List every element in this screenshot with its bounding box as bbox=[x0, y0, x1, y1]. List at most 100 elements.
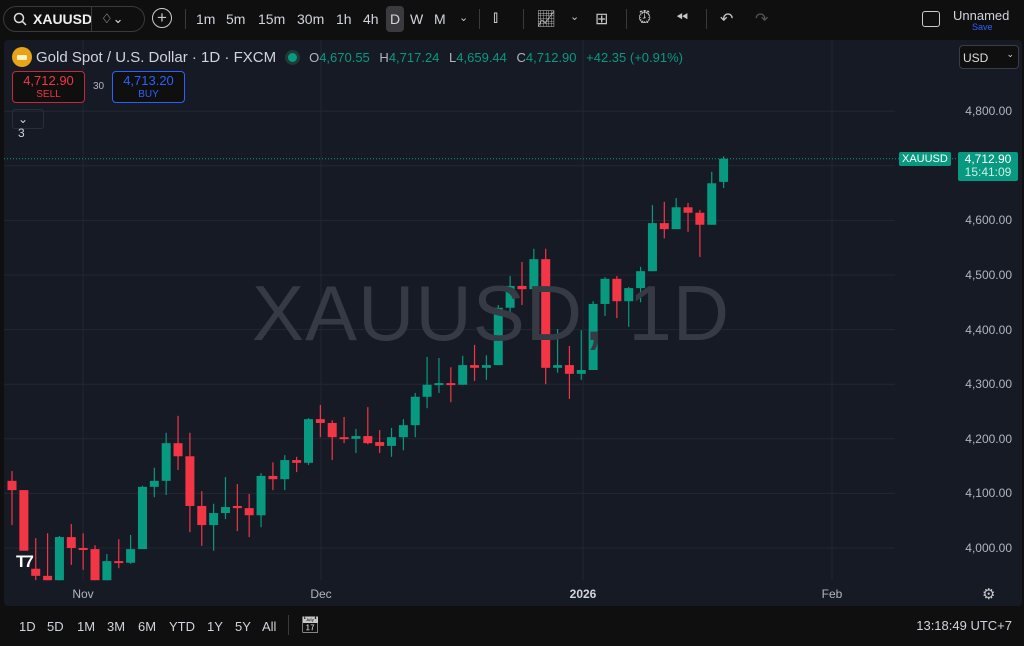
candle-body bbox=[244, 508, 254, 516]
chevron-down-icon[interactable]: ⌄ bbox=[570, 11, 580, 23]
candle-body bbox=[683, 207, 693, 213]
range-1m[interactable]: 1M bbox=[77, 619, 96, 634]
timeframe-1m[interactable]: 1m bbox=[196, 11, 216, 27]
price-axis-label: 4,800.00 bbox=[965, 104, 1012, 119]
candle-body bbox=[220, 507, 230, 514]
last-price-symbol-tag: XAUUSD bbox=[899, 152, 951, 166]
last-price: 4,712.90 bbox=[964, 152, 1012, 166]
candle-body bbox=[256, 475, 266, 516]
divider bbox=[523, 9, 524, 29]
candle-body bbox=[387, 437, 397, 446]
candle-body bbox=[647, 223, 657, 272]
timeframe-w[interactable]: W bbox=[410, 11, 424, 27]
candle-body bbox=[209, 513, 219, 526]
change-value: +42.35 (+0.91%) bbox=[586, 49, 683, 65]
tradingview-logo: T7 bbox=[16, 552, 34, 571]
candles-icon[interactable]: ⫾ bbox=[493, 9, 499, 26]
undo-icon[interactable]: ↶ bbox=[720, 11, 734, 28]
timeframe-m[interactable]: M bbox=[434, 11, 446, 27]
candle-body bbox=[43, 575, 53, 581]
candle-body bbox=[90, 549, 100, 581]
candle-body bbox=[505, 285, 515, 308]
sell-price: 4,712.90 bbox=[23, 73, 74, 88]
candle-body bbox=[292, 460, 302, 463]
candle-body bbox=[434, 383, 444, 386]
candle-body bbox=[446, 383, 456, 386]
price-axis-label: 4,200.00 bbox=[965, 431, 1012, 446]
range-1d[interactable]: 1D bbox=[19, 619, 36, 634]
range-3m[interactable]: 3M bbox=[107, 619, 126, 634]
candle-body bbox=[315, 419, 325, 423]
candle-body bbox=[19, 490, 29, 551]
candle-body bbox=[612, 278, 622, 302]
candle-body bbox=[553, 365, 563, 368]
range-5y[interactable]: 5Y bbox=[235, 619, 251, 634]
clock[interactable]: 13:18:49 UTC+7 bbox=[916, 618, 1012, 633]
add-symbol-icon[interactable]: + bbox=[152, 8, 172, 28]
range-all[interactable]: All bbox=[262, 619, 277, 634]
indicators-toggle[interactable]: ⌄ 3 bbox=[12, 109, 44, 140]
candle-body bbox=[470, 365, 480, 368]
low-value: 4,659.44 bbox=[456, 49, 507, 65]
layout-name[interactable]: Unnamed bbox=[953, 8, 1010, 23]
candle-body bbox=[149, 480, 159, 487]
divider bbox=[626, 9, 627, 29]
divider bbox=[288, 615, 289, 635]
range-1y[interactable]: 1Y bbox=[207, 619, 223, 634]
high-label: H bbox=[379, 49, 389, 65]
candle-body bbox=[375, 442, 385, 446]
price-axis-label: 4,000.00 bbox=[965, 541, 1012, 555]
time-label-dec: Dec bbox=[310, 587, 332, 601]
alarm-add-icon[interactable]: ⏰︎ bbox=[638, 8, 652, 27]
candle-body bbox=[624, 288, 634, 302]
timeframe-4h[interactable]: 4h bbox=[363, 11, 379, 27]
timeframe-15m[interactable]: 15m bbox=[258, 11, 286, 27]
chevron-down-icon[interactable]: ⌄ bbox=[459, 12, 469, 24]
candle-body bbox=[339, 437, 349, 440]
buy-button[interactable]: 4,713.20 BUY bbox=[112, 71, 185, 103]
save-button[interactable]: Save bbox=[972, 22, 993, 32]
symbol-search[interactable]: XAUUSD ♢⌄ bbox=[3, 6, 145, 32]
open-label: O bbox=[309, 49, 320, 65]
gold-icon bbox=[12, 47, 32, 67]
candle-body bbox=[564, 365, 574, 374]
candle-body bbox=[327, 422, 337, 438]
candle-body bbox=[126, 549, 136, 563]
replay-icon[interactable]: ⏪︎ bbox=[676, 9, 689, 26]
price-axis-label: 4,300.00 bbox=[965, 377, 1012, 392]
top-toolbar: XAUUSD ♢⌄ + 1m 5m 15m 30m 1h 4h D W M ⌄ … bbox=[0, 0, 1024, 38]
range-6m[interactable]: 6M bbox=[138, 619, 157, 634]
candle-body bbox=[66, 537, 76, 548]
settings-icon[interactable]: ⚙ bbox=[982, 586, 996, 603]
chart-pane[interactable] bbox=[4, 40, 1022, 606]
timeframe-1h[interactable]: 1h bbox=[336, 11, 352, 27]
go-to-date-icon[interactable]: 📅︎ bbox=[300, 617, 321, 634]
redo-icon[interactable]: ↷ bbox=[755, 11, 769, 28]
layout-grid-icon[interactable]: ⊞ bbox=[595, 11, 609, 28]
layout-checkbox[interactable] bbox=[922, 11, 940, 27]
sell-button[interactable]: 4,712.90 SELL bbox=[12, 71, 85, 103]
timeframe-30m[interactable]: 30m bbox=[297, 11, 325, 27]
buy-price: 4,713.20 bbox=[123, 73, 174, 88]
candle-body bbox=[54, 537, 64, 581]
candle-body bbox=[137, 486, 147, 550]
candle-body bbox=[636, 271, 646, 289]
bar-countdown: 15:41:09 bbox=[964, 165, 1012, 179]
indicators-icon[interactable]: 📈︎ bbox=[536, 11, 557, 28]
candle-body bbox=[493, 307, 503, 366]
currency-select[interactable]: USD ⌄ bbox=[959, 45, 1019, 69]
high-value: 4,717.24 bbox=[388, 49, 440, 65]
diamond-icon[interactable]: ♢⌄ bbox=[101, 11, 124, 26]
timeframe-5m[interactable]: 5m bbox=[226, 11, 246, 27]
candle-body bbox=[659, 223, 669, 230]
candle-body bbox=[7, 480, 17, 491]
timeframe-d[interactable]: D bbox=[386, 6, 405, 32]
chevron-down-icon: ⌄ bbox=[1006, 49, 1014, 59]
candle-body bbox=[695, 212, 705, 225]
symbol-title[interactable]: Gold Spot / U.S. Dollar · 1D · FXCM bbox=[36, 48, 277, 66]
range-ytd[interactable]: YTD bbox=[169, 619, 195, 634]
range-5d[interactable]: 5D bbox=[47, 619, 64, 634]
candle-body bbox=[197, 505, 207, 526]
low-label: L bbox=[449, 49, 457, 65]
